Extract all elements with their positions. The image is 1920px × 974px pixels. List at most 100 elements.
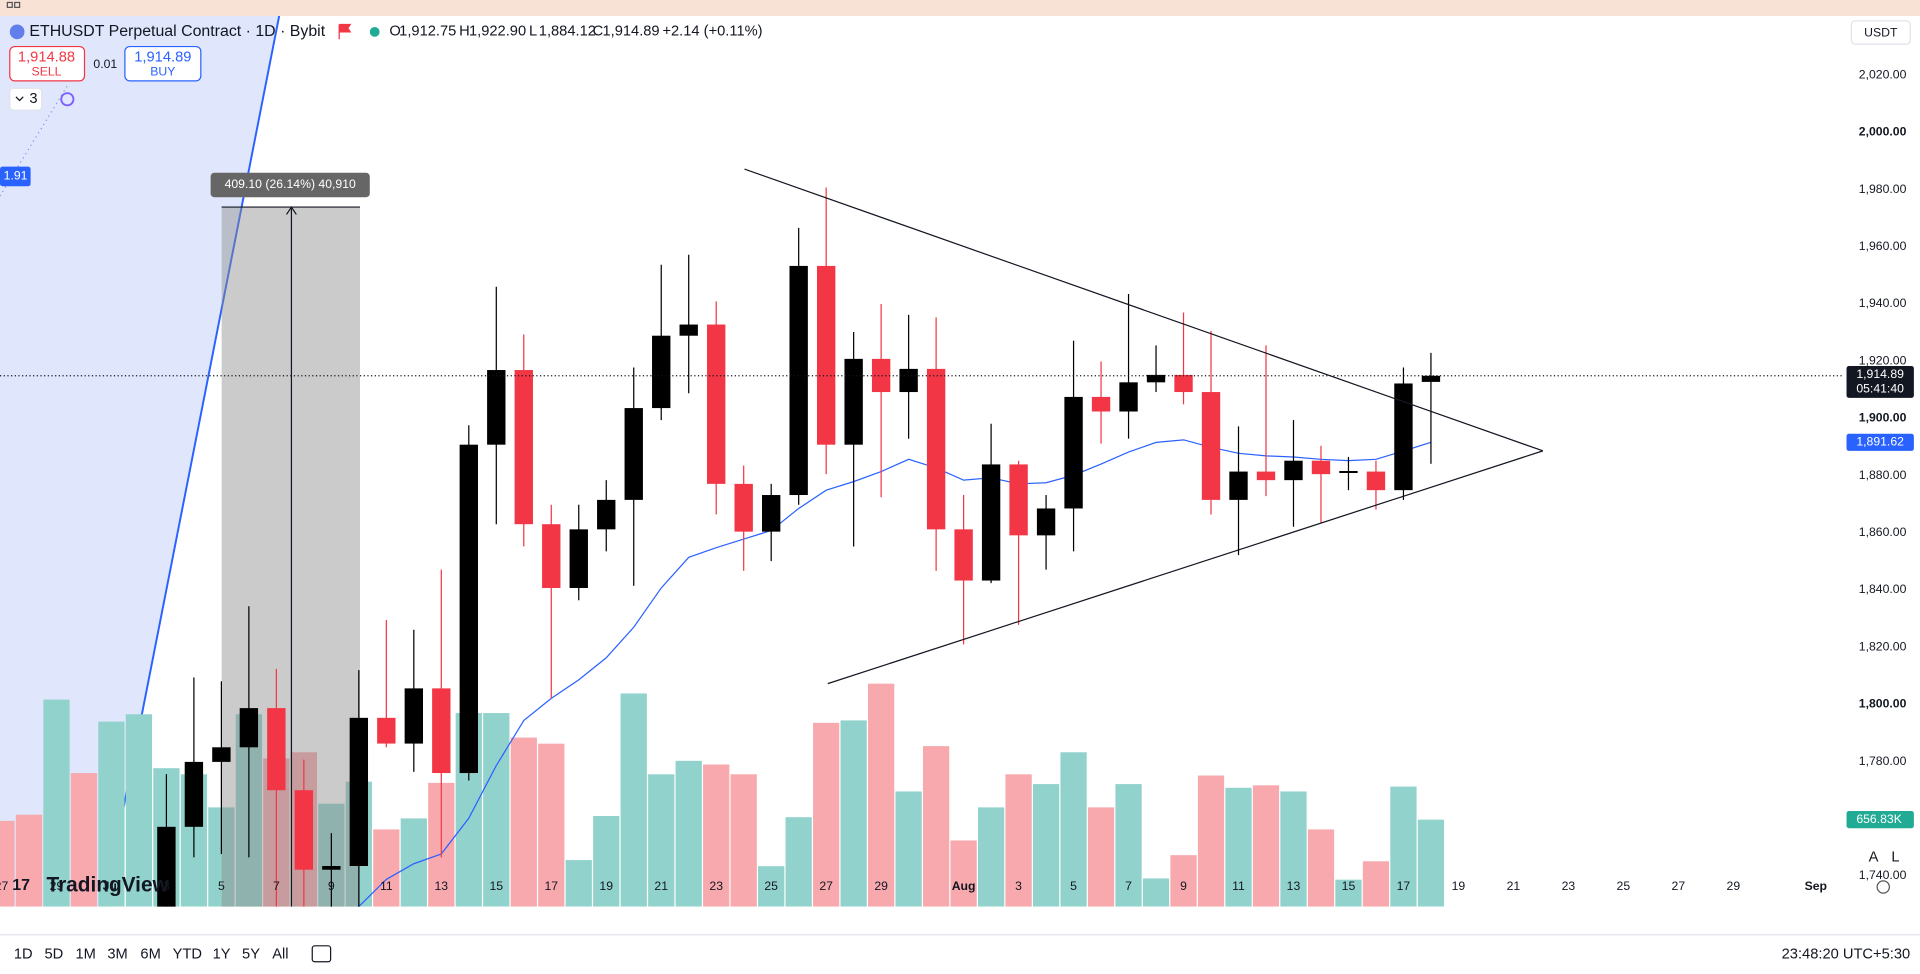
countdown: 05:41:40 bbox=[1856, 381, 1904, 395]
moving-average bbox=[358, 439, 1432, 907]
x-tick-label: 17 bbox=[544, 879, 558, 893]
left-tag: 1.91 bbox=[4, 169, 28, 183]
range-button[interactable]: 1D bbox=[14, 946, 33, 962]
x-tick-label: 5 bbox=[1070, 879, 1077, 893]
logo: TradingView bbox=[47, 873, 170, 896]
x-tick-label: 29 bbox=[874, 879, 888, 893]
y-tick-label: 2,020.00 bbox=[1859, 67, 1907, 81]
candle-body bbox=[184, 761, 204, 827]
sell-button[interactable] bbox=[9, 45, 86, 82]
currency-button[interactable] bbox=[1850, 20, 1911, 45]
volume-bar bbox=[840, 720, 867, 907]
volume-bar bbox=[730, 774, 757, 907]
sync-icon[interactable] bbox=[60, 92, 75, 107]
volume-bar bbox=[1225, 787, 1252, 907]
candle-body bbox=[1311, 460, 1331, 475]
y-tick-label: 1,840.00 bbox=[1859, 582, 1907, 596]
volume-bar bbox=[868, 683, 895, 907]
volume-bar bbox=[1032, 784, 1060, 907]
candle-body bbox=[597, 499, 616, 530]
x-tick-label: 23 bbox=[709, 879, 723, 893]
volume-bar bbox=[1335, 879, 1362, 907]
volume-bar bbox=[400, 818, 427, 907]
measure-arrowhead bbox=[286, 205, 297, 215]
y-tick-label: 1,740.00 bbox=[1859, 868, 1907, 882]
layout-icon[interactable] bbox=[14, 1, 21, 8]
log-scale[interactable]: L bbox=[1891, 849, 1899, 865]
volume-bar bbox=[483, 713, 510, 907]
candle-body bbox=[899, 368, 918, 393]
candle-body bbox=[1284, 460, 1303, 481]
x-tick-label: Sep bbox=[1805, 879, 1827, 893]
candle-body bbox=[459, 444, 478, 774]
range-button[interactable]: 5D bbox=[44, 946, 63, 962]
ma-tag bbox=[1846, 433, 1914, 451]
candle-body bbox=[322, 866, 341, 870]
volume-bar bbox=[43, 699, 70, 907]
ohlc-value: 1,914.89 bbox=[602, 24, 659, 40]
range-button[interactable]: All bbox=[272, 946, 288, 962]
volume-bar bbox=[1170, 855, 1197, 907]
x-tick-label: 17 bbox=[1397, 879, 1411, 893]
range-button[interactable]: YTD bbox=[173, 946, 202, 962]
volume-bar bbox=[98, 721, 125, 907]
settings-icon[interactable] bbox=[1876, 880, 1890, 894]
x-tick-label: 13 bbox=[435, 879, 449, 893]
candle-body bbox=[377, 717, 396, 744]
buy-button[interactable] bbox=[124, 45, 202, 82]
volume-bar bbox=[1417, 819, 1445, 907]
layers-button[interactable] bbox=[9, 87, 43, 111]
status-dot bbox=[369, 26, 380, 37]
flag-icon[interactable] bbox=[338, 23, 352, 40]
candle-body bbox=[624, 408, 643, 500]
volume-bar bbox=[1307, 829, 1335, 907]
measure-label: 409.10 (26.14%) 40,910 bbox=[225, 177, 356, 191]
range-button[interactable]: 6M bbox=[140, 946, 160, 962]
ohlc: O1,912.75 H 1,922.90 L 1,884.12C 1,914.89 bbox=[389, 24, 659, 40]
y-tick-label: 1,860.00 bbox=[1859, 525, 1907, 539]
symbol[interactable]: ETHUSDT Perpetual Contract · 1D · Bybit bbox=[29, 23, 325, 40]
candle-body bbox=[542, 524, 561, 588]
ohlc-value: 1,922.90 bbox=[469, 24, 526, 40]
last-price-tag bbox=[1846, 365, 1914, 398]
candle-body bbox=[1366, 471, 1386, 491]
layout-icon[interactable] bbox=[6, 1, 13, 8]
x-tick-label: 27 bbox=[819, 879, 833, 893]
x-tick-label: Aug bbox=[952, 879, 976, 893]
measure-label-box bbox=[210, 172, 370, 198]
volume-bar bbox=[510, 737, 537, 907]
date-range-icon[interactable] bbox=[311, 945, 332, 963]
y-tick-label: 1,980.00 bbox=[1859, 182, 1907, 196]
candle-body bbox=[1201, 392, 1221, 500]
candle-body bbox=[1256, 471, 1276, 481]
x-tick-label: Jul bbox=[103, 879, 121, 893]
y-tick-label: 1,780.00 bbox=[1859, 754, 1907, 768]
range-button[interactable]: 1Y bbox=[213, 946, 231, 962]
change: +2.14 (+0.11%) bbox=[662, 24, 762, 40]
top-strip bbox=[0, 0, 1920, 16]
volume-bar bbox=[1060, 752, 1087, 907]
range-button[interactable]: 5Y bbox=[242, 946, 260, 962]
candle-body bbox=[1394, 383, 1413, 491]
volume-bar bbox=[1280, 791, 1307, 907]
volume-layer bbox=[0, 683, 1445, 907]
x-tick-label: 11 bbox=[380, 879, 393, 893]
x-tick-label: 9 bbox=[328, 879, 335, 893]
volume-bar bbox=[1087, 807, 1115, 907]
x-tick-label: 15 bbox=[1342, 879, 1356, 893]
candle-body bbox=[1064, 396, 1083, 509]
y-tick-label: 1,800.00 bbox=[1859, 697, 1907, 711]
volume-bar bbox=[895, 791, 922, 907]
auto-scale[interactable]: A bbox=[1869, 849, 1879, 865]
candle-body bbox=[707, 324, 726, 484]
ma-label: 1,891.62 bbox=[1856, 435, 1904, 449]
x-tick-label: 29 bbox=[50, 879, 64, 893]
range-button[interactable]: 1M bbox=[76, 946, 96, 962]
last-price-label: 1,914.89 bbox=[1856, 367, 1904, 381]
volume-bar bbox=[15, 814, 43, 907]
range-button[interactable]: 3M bbox=[107, 946, 127, 962]
x-tick-label: 13 bbox=[1287, 879, 1301, 893]
candle-body bbox=[734, 483, 753, 532]
volume-bar bbox=[922, 746, 950, 907]
